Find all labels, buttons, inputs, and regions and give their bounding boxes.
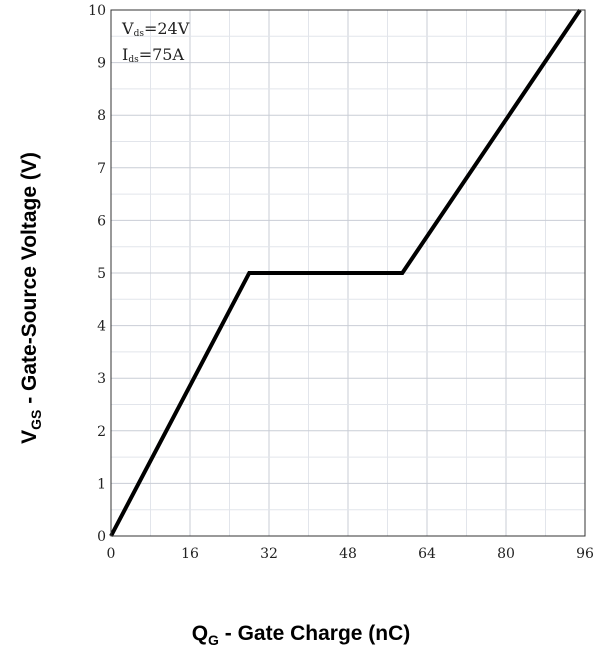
y-tick-label: 3 xyxy=(97,371,106,387)
y-tick-label: 7 xyxy=(97,161,106,177)
y-tick-label: 0 xyxy=(97,529,106,545)
x-axis-label: QG - Gate Charge (nC) xyxy=(192,622,411,648)
annotation-vds: Vds=24V xyxy=(121,19,190,39)
y-tick-label: 9 xyxy=(97,56,106,72)
x-tick-label: 32 xyxy=(260,546,278,562)
y-tick-label: 2 xyxy=(97,424,106,440)
x-tick-label: 80 xyxy=(497,546,515,562)
y-axis-label: VGS - Gate-Source Voltage (V) xyxy=(18,152,44,444)
y-tick-label: 8 xyxy=(97,108,106,124)
x-tick-label: 96 xyxy=(576,546,594,562)
y-tick-label: 1 xyxy=(97,476,106,492)
series-line xyxy=(109,8,582,537)
y-tick-label: 4 xyxy=(97,319,106,335)
x-tick-label: 16 xyxy=(181,546,199,562)
y-tick-label: 6 xyxy=(97,213,106,229)
x-tick-label: 64 xyxy=(418,546,436,562)
tick-labels: 0 16 32 48 64 80 96 0 1 2 3 4 5 6 7 8 9 10 xyxy=(88,3,594,562)
x-tick-label: 0 xyxy=(107,546,116,562)
series-layer xyxy=(109,8,582,537)
annotation-ids: Ids=75A xyxy=(122,45,184,65)
plot-frame xyxy=(110,9,586,537)
x-tick-label: 48 xyxy=(339,546,357,562)
y-tick-label: 5 xyxy=(97,266,106,282)
y-tick-label: 10 xyxy=(88,3,106,19)
